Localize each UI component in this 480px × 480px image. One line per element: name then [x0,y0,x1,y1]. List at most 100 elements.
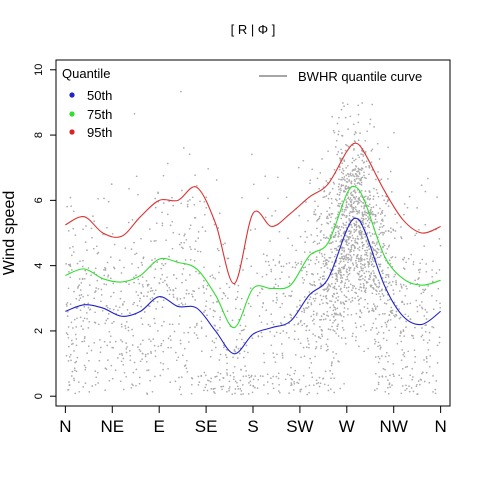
scatter-point [315,314,318,316]
scatter-point [78,390,81,393]
scatter-point [343,247,345,249]
scatter-point [402,330,405,333]
scatter-point [383,302,386,304]
scatter-point [366,204,369,207]
scatter-point [399,332,402,334]
scatter-point [377,341,380,344]
scatter-point [327,289,329,292]
scatter-point [350,259,352,262]
scatter-point [379,254,382,257]
scatter-point [316,273,319,275]
scatter-point [340,291,343,293]
scatter-point [228,387,230,390]
scatter-point [416,282,419,285]
scatter-point [350,191,353,194]
scatter-point [204,374,207,377]
scatter-point [74,234,77,236]
scatter-point [368,198,371,201]
scatter-point [390,191,393,193]
scatter-point [65,303,68,306]
scatter-point [170,346,172,349]
scatter-point [351,194,354,197]
scatter-point [410,253,413,256]
scatter-point [378,290,381,293]
scatter-point [331,241,334,243]
scatter-point [345,258,347,261]
scatter-point [65,332,68,334]
scatter-point [335,139,338,142]
scatter-point [392,229,395,232]
scatter-point [136,304,139,307]
scatter-point [338,130,340,133]
scatter-point [163,320,165,323]
scatter-point [234,307,237,310]
scatter-point [321,255,324,258]
scatter-point [180,90,182,93]
scatter-point [334,233,337,236]
scatter-point [371,246,374,249]
scatter-point [190,248,192,251]
scatter-point [379,207,381,210]
scatter-point [189,224,192,227]
scatter-point [107,359,109,361]
scatter-point [414,279,416,282]
scatter-point [240,297,243,300]
scatter-point [72,342,74,345]
scatter-point [199,250,202,253]
scatter-point [346,164,349,167]
scatter-point [206,284,209,287]
scatter-point [276,299,279,301]
scatter-point [349,205,352,207]
scatter-point [400,359,403,362]
scatter-point [323,383,326,386]
scatter-point [348,237,350,240]
scatter-point [336,278,339,281]
scatter-point [262,375,264,378]
scatter-point [275,331,278,334]
scatter-point [219,318,221,321]
scatter-point [237,388,240,390]
scatter-point [373,274,375,277]
scatter-point [70,205,73,208]
scatter-point [353,196,355,198]
scatter-point [341,135,344,137]
scatter-point [411,376,414,378]
scatter-point [389,318,392,321]
scatter-point [103,283,106,285]
scatter-point [175,359,178,362]
scatter-point [431,325,433,328]
scatter-point [381,270,383,273]
scatter-point [321,329,323,332]
scatter-point [425,270,428,273]
scatter-point [298,378,301,381]
scatter-point [251,337,254,339]
scatter-point [250,374,253,377]
scatter-point [435,380,438,382]
scatter-point [383,244,386,247]
scatter-point [67,388,70,391]
scatter-point [161,224,164,227]
scatter-point [264,260,267,263]
scatter-point [377,212,380,214]
scatter-point [169,224,172,227]
scatter-point [171,247,174,250]
scatter-point [333,131,336,134]
scatter-point [382,245,384,248]
scatter-point [344,337,347,339]
scatter-point [217,371,219,374]
scatter-point [120,352,123,355]
scatter-point [314,347,317,350]
scatter-point [364,210,366,213]
scatter-point [369,123,371,125]
scatter-point [357,247,359,250]
scatter-point [416,305,419,308]
scatter-point [274,278,277,281]
scatter-point [362,202,365,205]
scatter-point [336,325,339,327]
scatter-point [305,346,308,348]
scatter-point [341,176,344,179]
scatter-point [169,339,172,341]
scatter-point [337,211,340,214]
scatter-point [366,257,368,260]
scatter-point [353,133,356,136]
